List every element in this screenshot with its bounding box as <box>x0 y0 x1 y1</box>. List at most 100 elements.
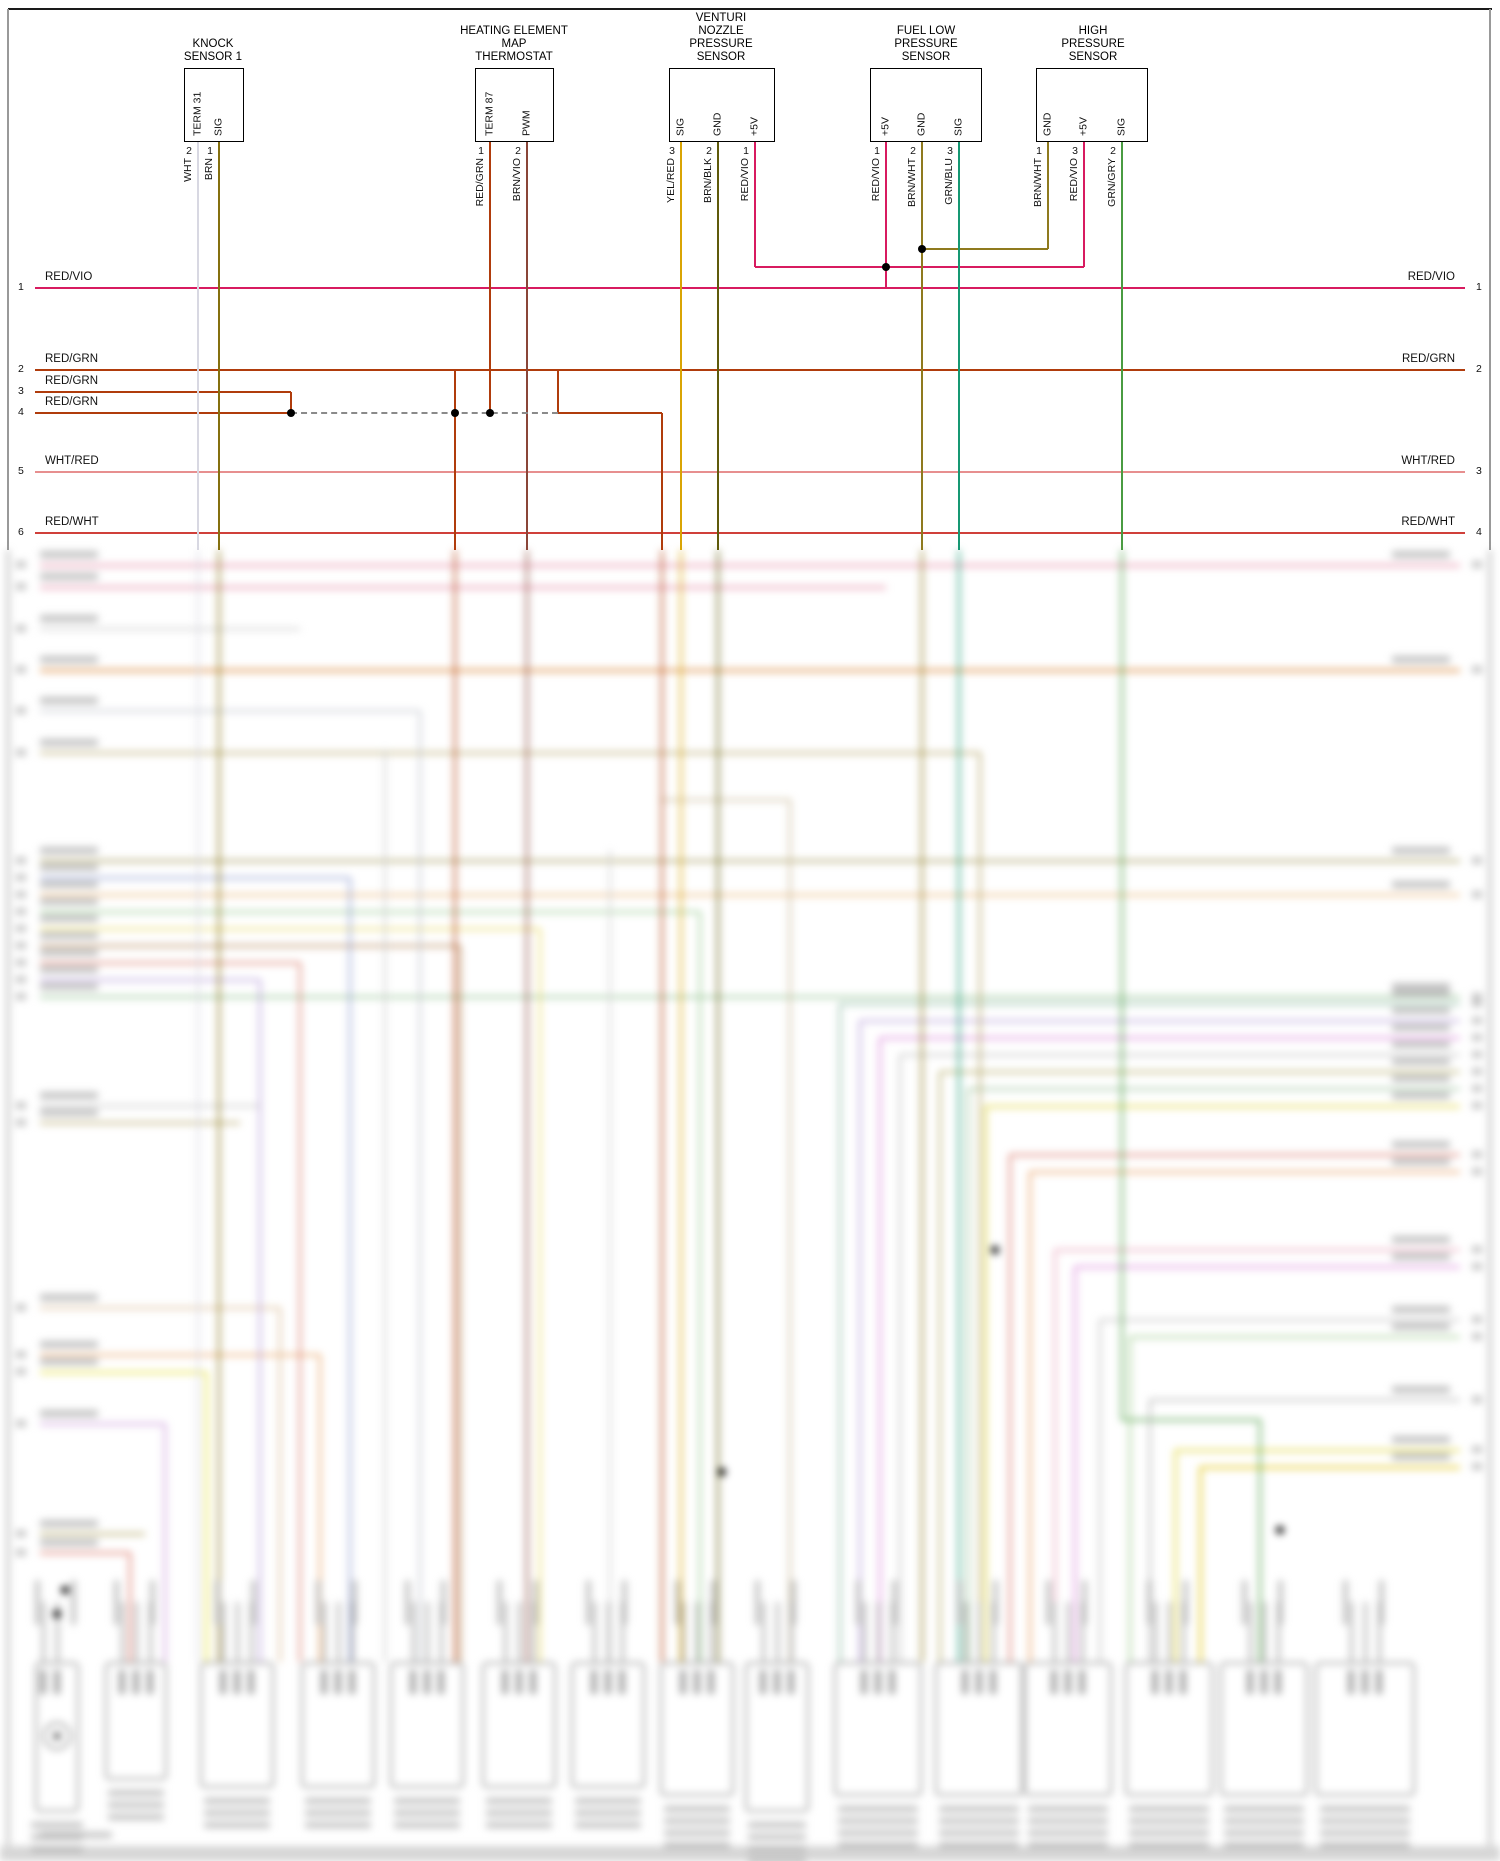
text-blob <box>1392 1386 1450 1393</box>
blur-wire-vertical <box>838 1004 842 1662</box>
connector-pin <box>1065 1670 1071 1694</box>
junction-dot <box>61 1586 69 1594</box>
wire-color-label: RED/GRN <box>474 158 486 207</box>
connector-box <box>184 68 244 142</box>
blur-wire-horizontal <box>40 1353 320 1357</box>
connector-lead-stub <box>120 1602 124 1662</box>
text-blob <box>1392 847 1450 854</box>
text-blob <box>215 1580 220 1625</box>
text-blob <box>939 1806 1019 1812</box>
connector-pin <box>962 1670 968 1694</box>
blur-wire-vertical <box>458 946 462 1662</box>
connector-pin <box>40 1670 46 1694</box>
connector-lead-stub <box>55 1602 59 1662</box>
text-blob <box>40 881 98 888</box>
wire-color-label: BRN <box>203 158 215 181</box>
text-blob <box>1392 1158 1450 1165</box>
blur-wire-horizontal <box>1130 1335 1460 1339</box>
connector-lead-stub <box>862 1602 866 1662</box>
wire-vertical <box>753 142 757 267</box>
bus-left-label: WHT/RED <box>45 455 99 467</box>
blur-wire-vertical <box>538 929 542 1662</box>
connector-pin <box>248 1670 254 1694</box>
page-bottom-band <box>0 1846 1500 1861</box>
connector-lead-stub <box>322 1602 326 1662</box>
text-blob <box>1343 1580 1348 1625</box>
pin-label: SIG <box>674 117 687 136</box>
text-blob <box>1224 1830 1304 1836</box>
connector-lead-stub <box>1080 1602 1084 1662</box>
pin-number: 3 <box>669 145 675 157</box>
text-blob <box>663 1818 731 1824</box>
text-blob <box>1472 561 1482 568</box>
text-blob <box>16 1304 26 1311</box>
blur-wire-vertical <box>1008 1155 1012 1662</box>
text-blob <box>1028 1806 1108 1812</box>
text-blob <box>16 925 26 932</box>
junction-dot <box>451 409 459 417</box>
connector-pin <box>1348 1670 1354 1694</box>
text-blob <box>993 1580 998 1625</box>
text-blob <box>1472 857 1482 864</box>
blur-wire-vertical <box>278 1308 282 1662</box>
connector-pin <box>119 1670 125 1694</box>
text-blob <box>1392 1236 1450 1243</box>
text-blob <box>1472 1246 1482 1253</box>
connector-lead-stub <box>620 1602 624 1662</box>
bus-wire-line <box>35 286 1465 290</box>
blur-wire-vertical <box>258 980 262 1662</box>
connector-pin <box>1180 1670 1186 1694</box>
text-blob <box>304 1810 372 1816</box>
text-blob <box>1472 1085 1482 1092</box>
text-blob <box>16 891 26 898</box>
text-blob <box>1147 1580 1152 1625</box>
connector-pin <box>530 1670 536 1694</box>
connector-title-line: HIGH <box>1078 25 1108 37</box>
text-blob <box>16 749 26 756</box>
connector-lead-stub <box>1248 1602 1252 1662</box>
wire-vertical <box>556 370 560 413</box>
blur-wire-horizontal <box>1055 1248 1460 1252</box>
connector-lead-stub <box>876 1602 880 1662</box>
connector-pin <box>694 1670 700 1694</box>
connector-pin <box>1376 1670 1382 1694</box>
text-blob <box>1278 1580 1283 1625</box>
blurred-diagram-region <box>0 550 1500 1861</box>
text-blob <box>203 1798 271 1804</box>
blur-wire-horizontal <box>40 1532 145 1536</box>
connector-pin <box>516 1670 522 1694</box>
text-blob <box>251 1580 256 1625</box>
connector-lead-stub <box>709 1602 713 1662</box>
connector-pin <box>147 1670 153 1694</box>
wire-vertical <box>289 392 293 413</box>
blur-wire-vertical <box>679 550 683 1662</box>
connector-title-line: THERMOSTAT <box>475 51 553 63</box>
text-blob <box>1472 1151 1482 1158</box>
text-blob <box>40 1294 98 1301</box>
junction-dot <box>718 1468 726 1476</box>
text-blob <box>1242 1580 1247 1625</box>
blur-wire-vertical <box>1198 1467 1202 1662</box>
connector-pin <box>680 1670 686 1694</box>
wire-vertical <box>1046 142 1050 249</box>
blur-wire-horizontal <box>660 799 790 801</box>
pin-label: SIG <box>212 117 225 136</box>
connector-pin <box>349 1670 355 1694</box>
wire-color-label: GRN/GRY <box>1106 158 1118 207</box>
connector-pin <box>321 1670 327 1694</box>
wire-vertical <box>453 370 457 550</box>
text-blob <box>856 1580 861 1625</box>
wire-vertical <box>525 142 529 550</box>
text-blob <box>1392 983 1450 990</box>
connector-pin <box>861 1670 867 1694</box>
text-blob <box>1392 1092 1450 1099</box>
blur-wire-horizontal <box>860 1019 1460 1023</box>
pin-number: 2 <box>910 145 916 157</box>
text-blob <box>40 898 98 905</box>
connector-lead-stub <box>695 1602 699 1662</box>
connector-pin <box>54 1670 60 1694</box>
connector-pin <box>591 1670 597 1694</box>
bus-right-number: 3 <box>1476 465 1482 477</box>
text-blob <box>405 1580 410 1625</box>
